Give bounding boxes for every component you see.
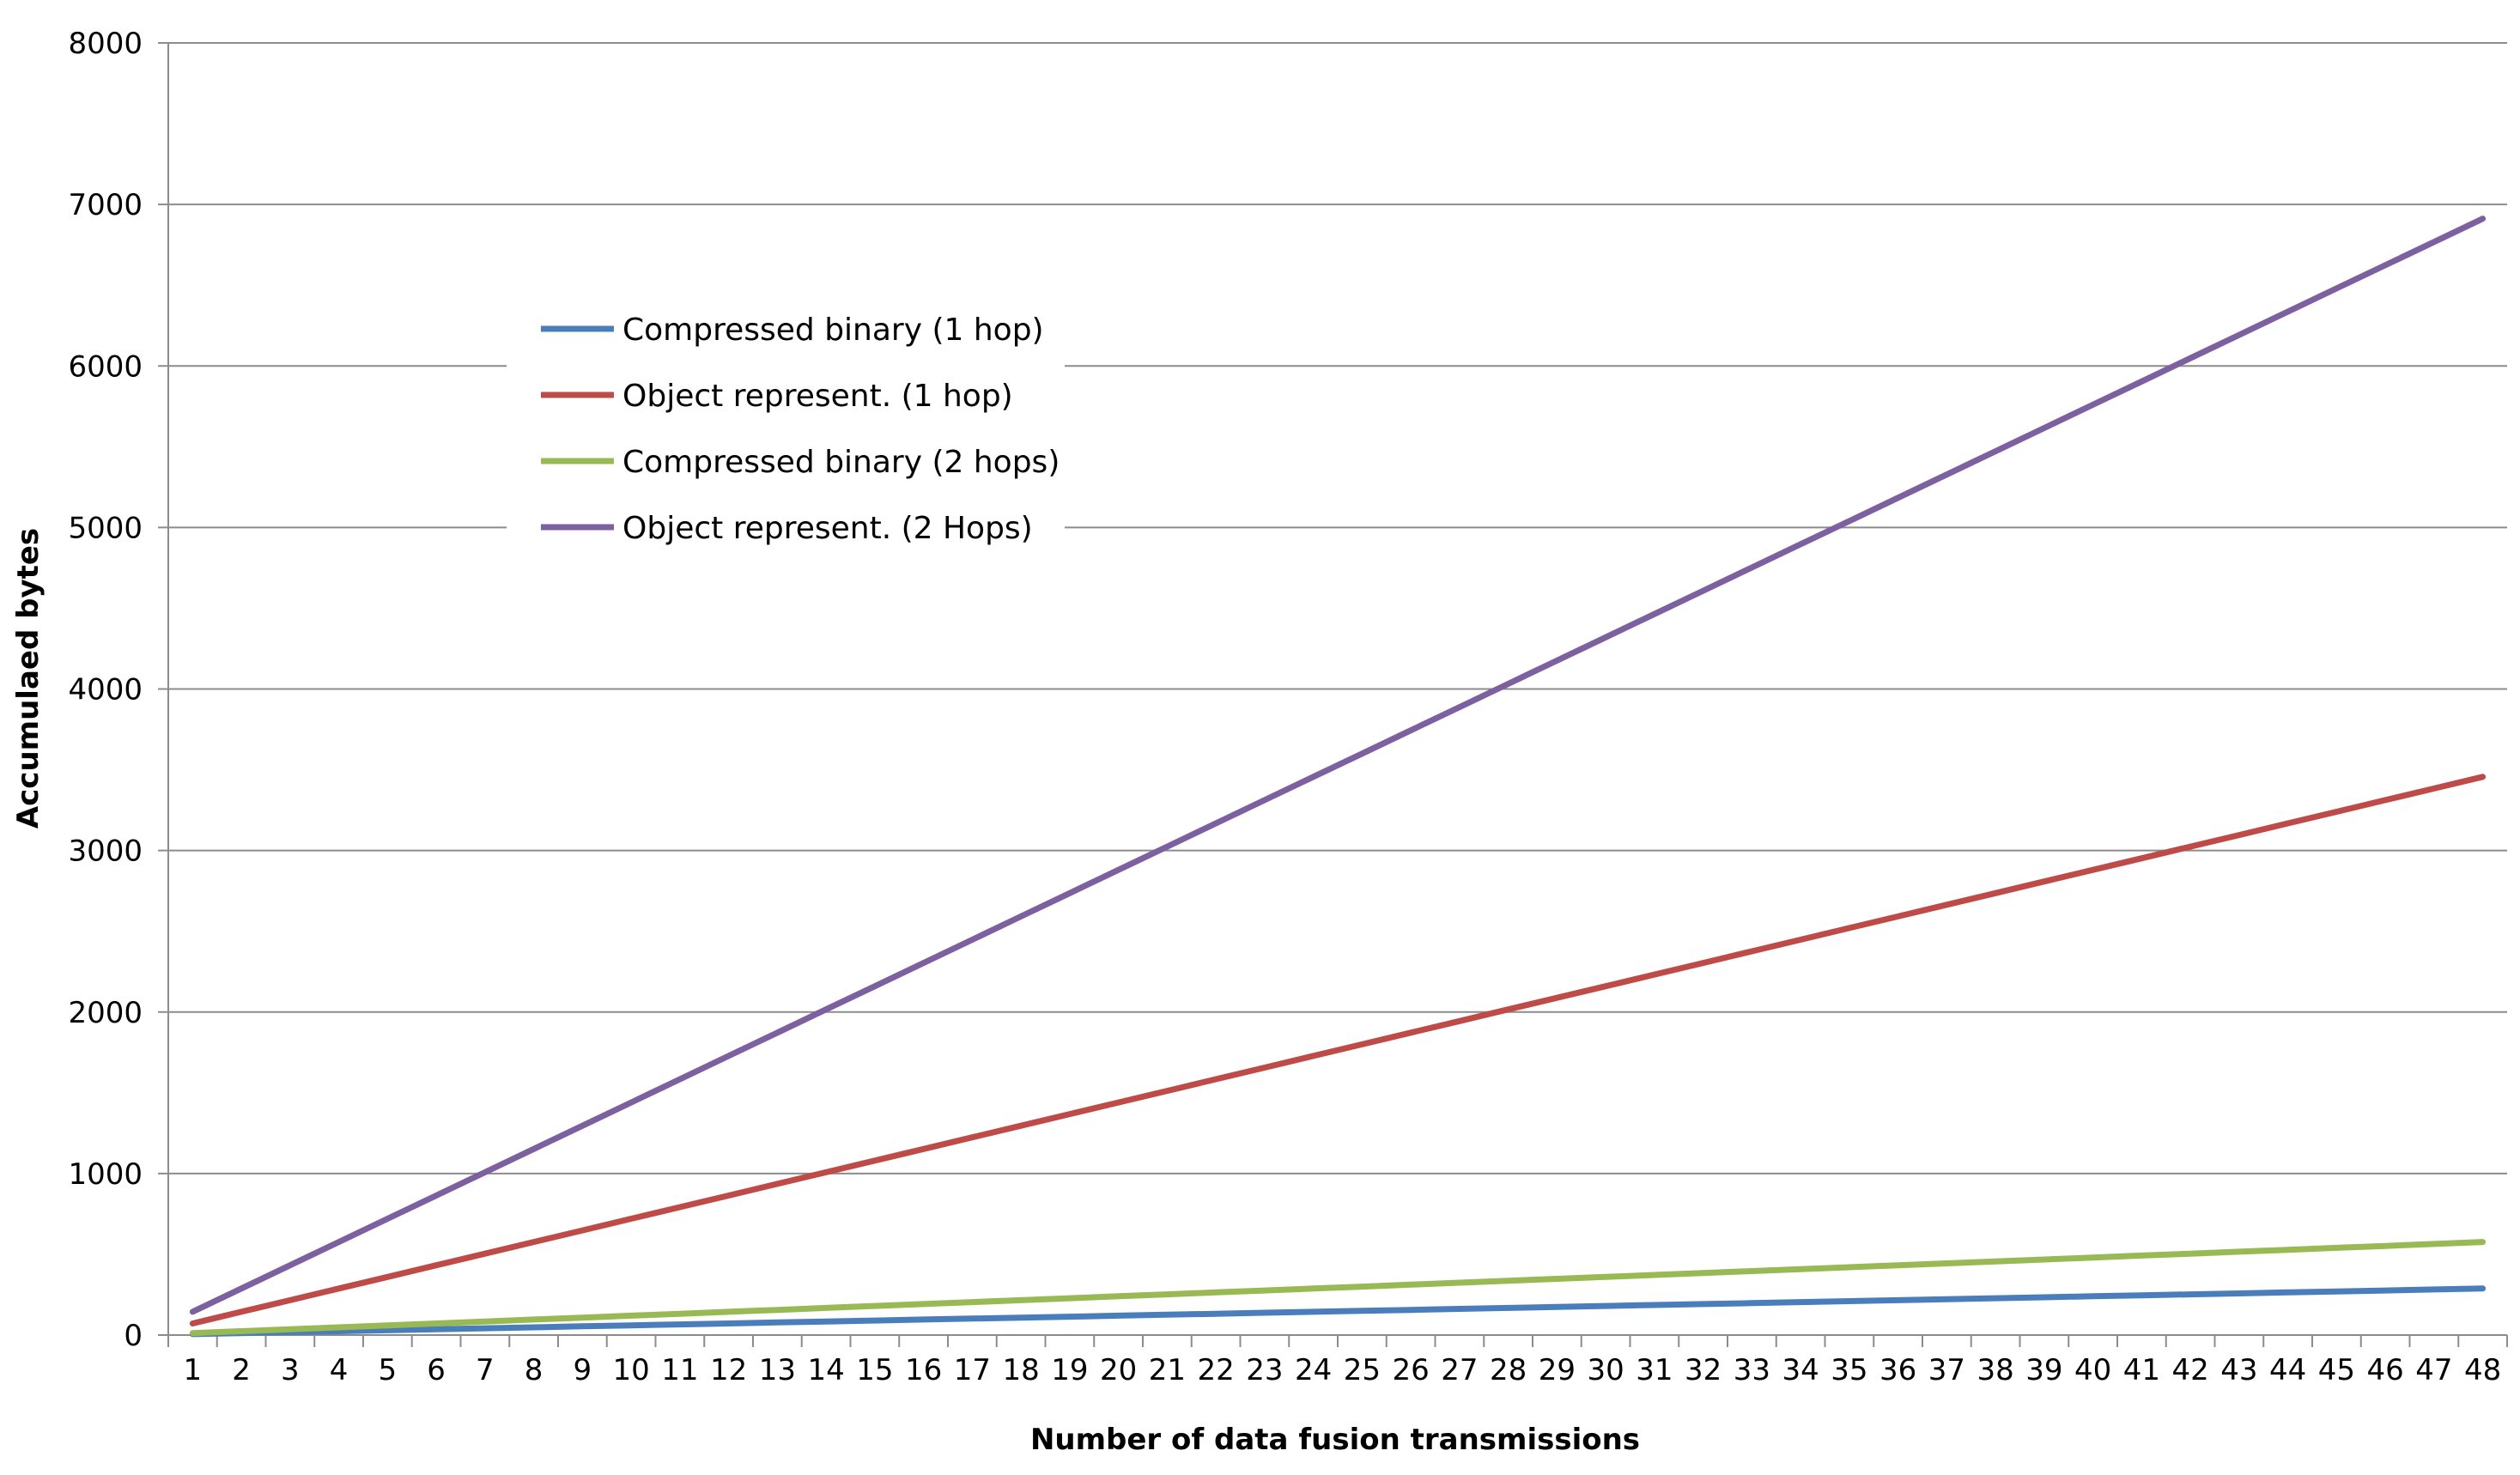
x-tick-label: 21 — [1149, 1353, 1186, 1387]
legend: Compressed binary (1 hop) Object represen… — [507, 298, 1065, 580]
x-axis-ticks: 1 2 3 4 5 6 7 8 9 10 11 12 13 14 15 16 17 18 19 20 21 22 23 24 2… — [167, 1335, 2508, 1387]
x-tick-label: 18 — [1002, 1353, 1039, 1387]
x-tick-label: 6 — [427, 1353, 446, 1387]
x-tick-label: 27 — [1441, 1353, 1478, 1387]
legend-label-1: Compressed binary (1 hop) — [622, 313, 1044, 348]
x-tick-label: 46 — [2366, 1353, 2403, 1387]
x-tick-label: 41 — [2123, 1353, 2160, 1387]
x-tick-label: 36 — [1879, 1353, 1916, 1387]
x-tick-label: 3 — [281, 1353, 300, 1387]
x-tick-label: 20 — [1100, 1353, 1137, 1387]
x-tick-label: 31 — [1636, 1353, 1673, 1387]
x-tick-label: 23 — [1246, 1353, 1283, 1387]
x-tick-label: 34 — [1782, 1353, 1819, 1387]
x-tick-label: 14 — [807, 1353, 844, 1387]
gridlines — [168, 42, 2507, 1175]
x-tick-label: 5 — [379, 1353, 398, 1387]
x-tick-label: 48 — [2464, 1353, 2501, 1387]
y-tick-label: 3000 — [68, 835, 143, 869]
legend-label-4: Object represent. (2 Hops) — [622, 511, 1033, 546]
y-tick-label: 7000 — [68, 188, 143, 222]
legend-label-3: Compressed binary (2 hops) — [622, 445, 1060, 480]
x-tick-label: 33 — [1734, 1353, 1770, 1387]
y-tick-label: 4000 — [68, 673, 143, 707]
x-tick-label: 10 — [612, 1353, 649, 1387]
x-axis-title: Number of data fusion transmissions — [1030, 1423, 1640, 1457]
x-tick-label: 8 — [525, 1353, 543, 1387]
series-line-1 — [189, 1285, 2487, 1338]
x-tick-label: 4 — [330, 1353, 349, 1387]
y-tick-label: 0 — [124, 1319, 143, 1353]
x-tick-label: 9 — [574, 1353, 592, 1387]
x-tick-label: 40 — [2074, 1353, 2111, 1387]
x-tick-label: 32 — [1685, 1353, 1721, 1387]
x-tick-label: 43 — [2220, 1353, 2257, 1387]
x-tick-label: 44 — [2269, 1353, 2306, 1387]
x-tick-label: 25 — [1344, 1353, 1381, 1387]
legend-box — [507, 298, 1065, 580]
x-tick-label: 38 — [1977, 1353, 2013, 1387]
x-tick-label: 26 — [1392, 1353, 1429, 1387]
x-tick-label: 13 — [759, 1353, 796, 1387]
x-tick-label: 39 — [2025, 1353, 2062, 1387]
x-tick-label: 15 — [856, 1353, 893, 1387]
x-tick-label: 2 — [232, 1353, 251, 1387]
x-tick-label: 42 — [2171, 1353, 2208, 1387]
y-tick-label: 1000 — [68, 1157, 143, 1192]
series-line-3 — [189, 1239, 2487, 1337]
series-line-4 — [189, 215, 2487, 1315]
x-tick-label: 37 — [1928, 1353, 1965, 1387]
x-tick-label: 35 — [1831, 1353, 1867, 1387]
x-tick-label: 16 — [905, 1353, 942, 1387]
y-tick-label: 5000 — [68, 511, 143, 545]
y-tick-label: 2000 — [68, 996, 143, 1030]
series-line-2 — [189, 774, 2487, 1326]
y-axis-title: Accumulaed bytes — [11, 528, 46, 829]
x-tick-label: 47 — [2415, 1353, 2452, 1387]
legend-label-2: Object represent. (1 hop) — [622, 379, 1013, 414]
series-lines — [189, 215, 2487, 1338]
x-tick-label: 45 — [2318, 1353, 2355, 1387]
x-tick-label: 17 — [954, 1353, 991, 1387]
x-tick-label: 29 — [1539, 1353, 1576, 1387]
x-tick-label: 28 — [1490, 1353, 1527, 1387]
x-tick-label: 30 — [1587, 1353, 1624, 1387]
y-tick-label: 6000 — [68, 349, 143, 384]
x-tick-label: 22 — [1197, 1353, 1234, 1387]
x-tick-label: 19 — [1051, 1353, 1088, 1387]
y-axis-ticks: 0 1000 2000 3000 4000 5000 6000 7000 8000 — [68, 27, 168, 1353]
x-tick-label: 24 — [1295, 1353, 1332, 1387]
x-tick-label: 1 — [184, 1353, 203, 1387]
y-tick-label: 8000 — [68, 27, 143, 61]
x-tick-label: 7 — [476, 1353, 495, 1387]
x-tick-label: 11 — [661, 1353, 698, 1387]
x-tick-label: 12 — [710, 1353, 747, 1387]
